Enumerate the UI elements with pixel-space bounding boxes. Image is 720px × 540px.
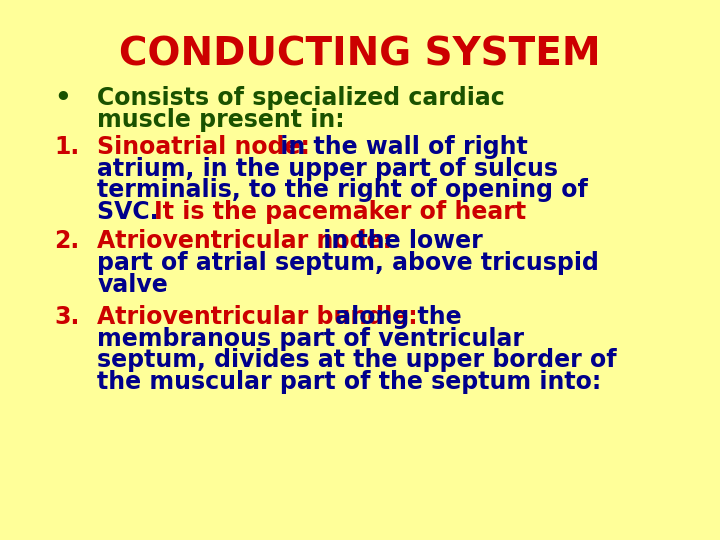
Text: membranous part of ventricular: membranous part of ventricular [97,327,524,350]
Text: Sinoatrial node:: Sinoatrial node: [97,135,310,159]
Text: along the: along the [327,305,462,329]
Text: 2.: 2. [54,230,79,253]
Text: muscle present in:: muscle present in: [97,108,345,132]
Text: Atrioventricular bundle:: Atrioventricular bundle: [97,305,418,329]
Text: part of atrial septum, above tricuspid: part of atrial septum, above tricuspid [97,251,599,275]
Text: septum, divides at the upper border of: septum, divides at the upper border of [97,348,617,372]
Text: in the lower: in the lower [315,230,483,253]
Text: valve: valve [97,273,168,296]
Text: CONDUCTING SYSTEM: CONDUCTING SYSTEM [120,35,600,73]
Text: atrium, in the upper part of sulcus: atrium, in the upper part of sulcus [97,157,558,180]
Text: Atrioventricular node:: Atrioventricular node: [97,230,392,253]
Text: 1.: 1. [54,135,79,159]
Text: 3.: 3. [54,305,79,329]
Text: It is the pacemaker of heart: It is the pacemaker of heart [154,200,526,224]
Text: Consists of specialized cardiac: Consists of specialized cardiac [97,86,505,110]
Text: terminalis, to the right of opening of: terminalis, to the right of opening of [97,178,588,202]
Text: in the wall of right: in the wall of right [272,135,528,159]
Text: the muscular part of the septum into:: the muscular part of the septum into: [97,370,601,394]
Text: •: • [54,86,71,112]
Text: SVC.: SVC. [97,200,167,224]
